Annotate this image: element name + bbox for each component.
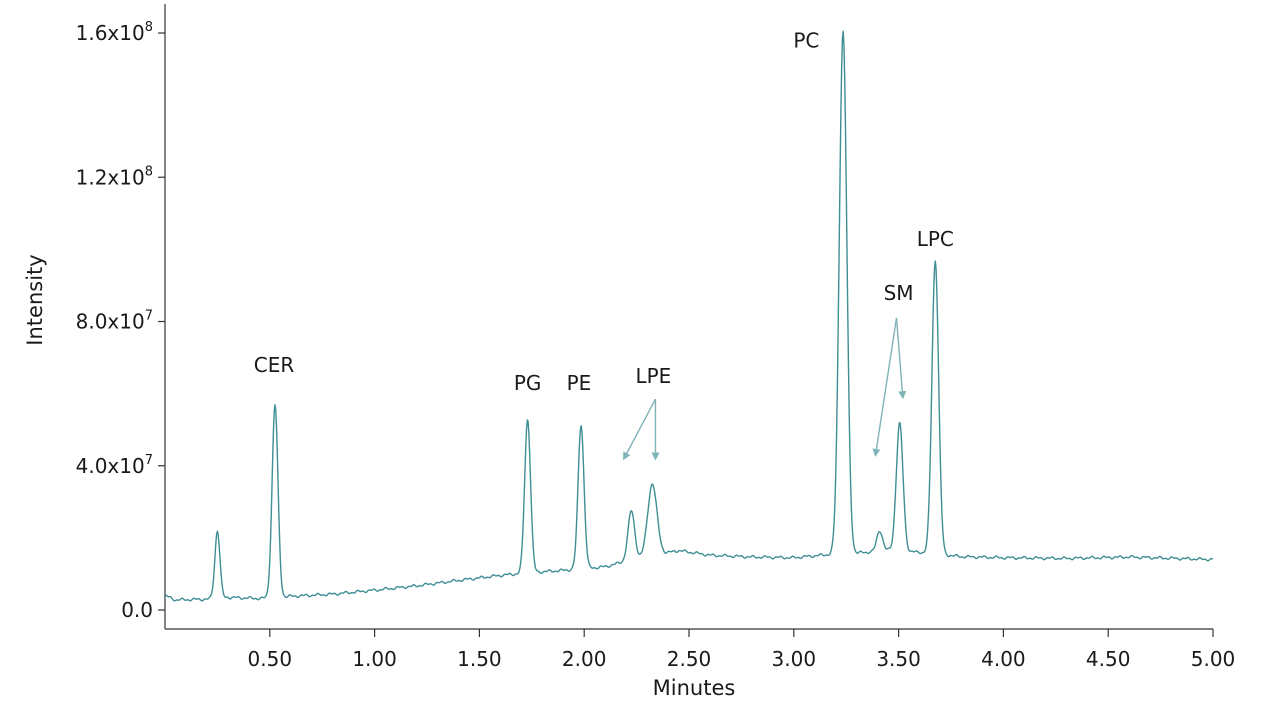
peak-label-lpe: LPE: [635, 364, 671, 388]
x-tick-label: 2.50: [667, 647, 712, 671]
x-tick-label: 1.00: [352, 647, 397, 671]
y-tick-label: 0.0: [121, 598, 153, 622]
peak-arrow: [895, 317, 907, 400]
x-tick-label: 5.00: [1191, 647, 1236, 671]
y-tick-label: 1.6x108: [76, 20, 153, 45]
peak-label-cer: CER: [254, 353, 295, 377]
x-axis-title: Minutes: [653, 676, 736, 700]
peak-label-lpc: LPC: [917, 227, 954, 251]
y-tick-label: 8.0x107: [76, 309, 153, 334]
y-tick-label: 4.0x107: [76, 453, 153, 478]
chromatogram-trace: [164, 30, 1214, 602]
x-tick-label: 4.50: [1086, 647, 1131, 671]
peak-label-pe: PE: [567, 371, 592, 395]
y-tick-label: 1.2x108: [76, 164, 153, 189]
y-axis-title: Intensity: [23, 254, 47, 345]
x-tick-label: 3.00: [772, 647, 817, 671]
peak-label-pg: PG: [514, 371, 542, 395]
x-tick-label: 4.00: [981, 647, 1026, 671]
peak-label-pc: PC: [793, 28, 819, 52]
x-tick-label: 2.00: [562, 647, 607, 671]
peak-arrow: [872, 317, 898, 457]
x-tick-label: 1.50: [457, 647, 502, 671]
peak-arrow: [623, 398, 657, 461]
x-tick-label: 3.50: [876, 647, 921, 671]
x-tick-label: 0.50: [248, 647, 293, 671]
peak-label-sm: SM: [884, 281, 914, 305]
